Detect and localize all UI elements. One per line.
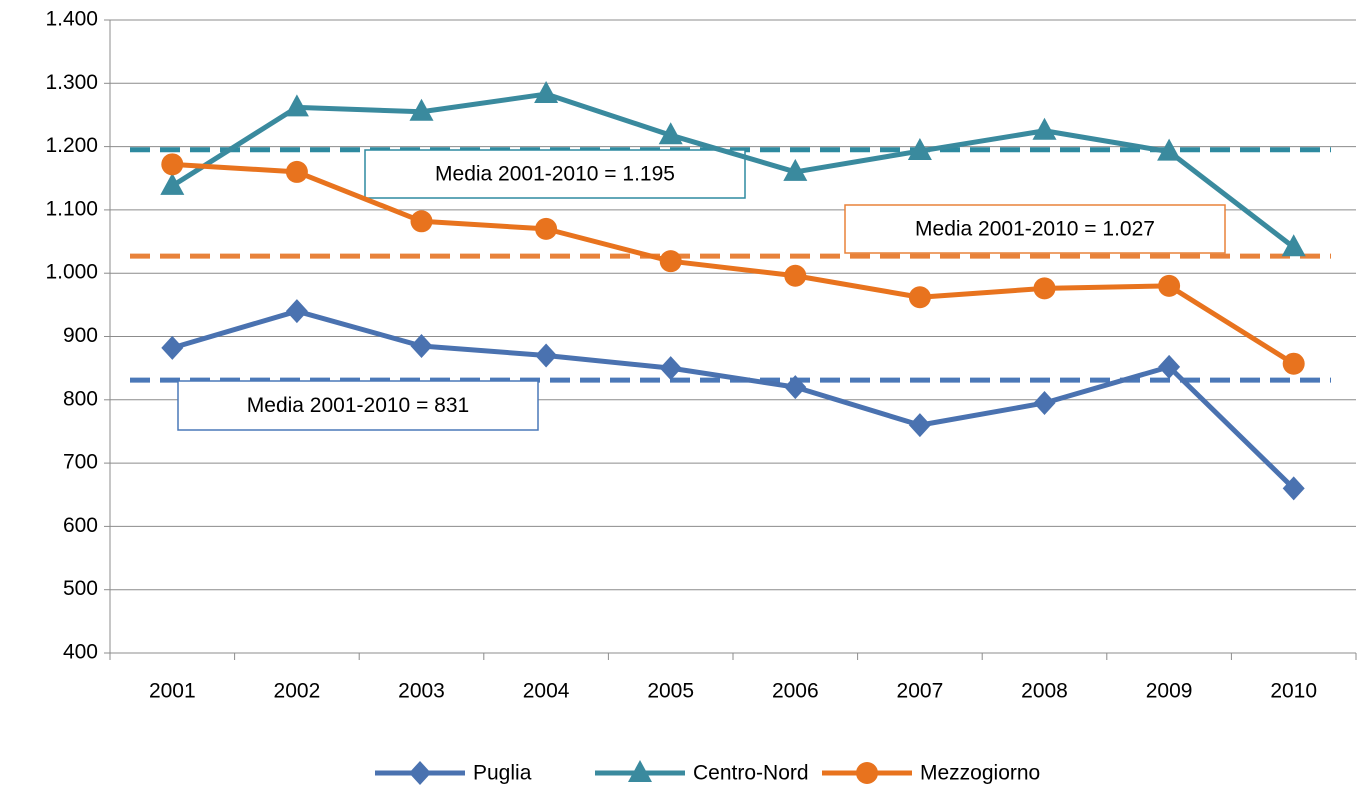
data-point xyxy=(908,286,931,309)
data-point xyxy=(659,250,682,273)
legend-marker xyxy=(409,761,431,785)
data-point xyxy=(1157,138,1182,161)
annotation: Media 2001-2010 = 1.195 xyxy=(435,163,675,186)
data-point xyxy=(410,333,433,358)
y-tick-label: 900 xyxy=(63,324,98,347)
series-line xyxy=(170,91,1296,250)
data-point xyxy=(285,160,308,183)
data-point xyxy=(784,375,807,400)
y-tick-label: 500 xyxy=(63,577,98,600)
data-point xyxy=(659,356,682,381)
data-point xyxy=(1033,390,1056,415)
x-tick-label: 2004 xyxy=(523,680,570,703)
y-tick-label: 1.400 xyxy=(45,8,98,31)
data-point xyxy=(409,98,434,121)
x-tick-label: 2010 xyxy=(1270,680,1317,703)
data-point xyxy=(161,153,184,176)
annotation-box xyxy=(364,149,746,199)
data-point xyxy=(1282,352,1305,375)
x-tick-label: 2007 xyxy=(897,680,944,703)
data-point xyxy=(783,158,808,181)
data-point xyxy=(1032,117,1057,140)
series-line xyxy=(171,308,1296,491)
y-tick-label: 700 xyxy=(63,451,98,474)
data-point xyxy=(1158,274,1181,297)
data-point xyxy=(658,122,683,145)
y-tick-label: 1.100 xyxy=(45,197,98,220)
series-line xyxy=(172,161,1296,366)
x-tick-label: 2002 xyxy=(274,680,321,703)
data-point xyxy=(908,413,931,438)
y-tick-label: 600 xyxy=(63,514,98,537)
legend-marker xyxy=(628,760,652,782)
data-point xyxy=(1158,354,1181,379)
data-point xyxy=(907,138,932,161)
x-tick-label: 2006 xyxy=(772,680,819,703)
data-point xyxy=(535,343,558,368)
data-point xyxy=(1281,234,1306,257)
data-point xyxy=(1282,476,1305,501)
data-point xyxy=(285,299,308,324)
data-point xyxy=(535,217,558,240)
annotation-box xyxy=(177,380,539,431)
x-tick-label: 2001 xyxy=(149,680,196,703)
x-tick-label: 2009 xyxy=(1146,680,1193,703)
y-tick-label: 1.000 xyxy=(45,261,98,284)
y-tick-label: 400 xyxy=(63,641,98,664)
y-tick-label: 1.300 xyxy=(45,71,98,94)
annotation: Media 2001-2010 = 1.027 xyxy=(915,218,1155,241)
data-point xyxy=(1033,277,1056,300)
legend-label: Centro-Nord xyxy=(693,762,809,785)
x-tick-label: 2003 xyxy=(398,680,445,703)
data-point xyxy=(410,210,433,233)
data-point xyxy=(784,264,807,287)
data-point xyxy=(534,81,559,104)
data-point xyxy=(160,172,185,195)
legend-label: Mezzogiorno xyxy=(920,762,1040,785)
x-tick-label: 2005 xyxy=(647,680,694,703)
x-tick-label: 2008 xyxy=(1021,680,1068,703)
annotation: Media 2001-2010 = 831 xyxy=(247,394,469,417)
annotation-box xyxy=(844,204,1226,254)
legend-label: Puglia xyxy=(473,762,532,785)
data-point xyxy=(161,335,184,360)
legend-marker xyxy=(856,762,878,784)
data-point xyxy=(284,94,309,117)
y-tick-label: 1.200 xyxy=(45,134,98,157)
y-tick-label: 800 xyxy=(63,387,98,410)
